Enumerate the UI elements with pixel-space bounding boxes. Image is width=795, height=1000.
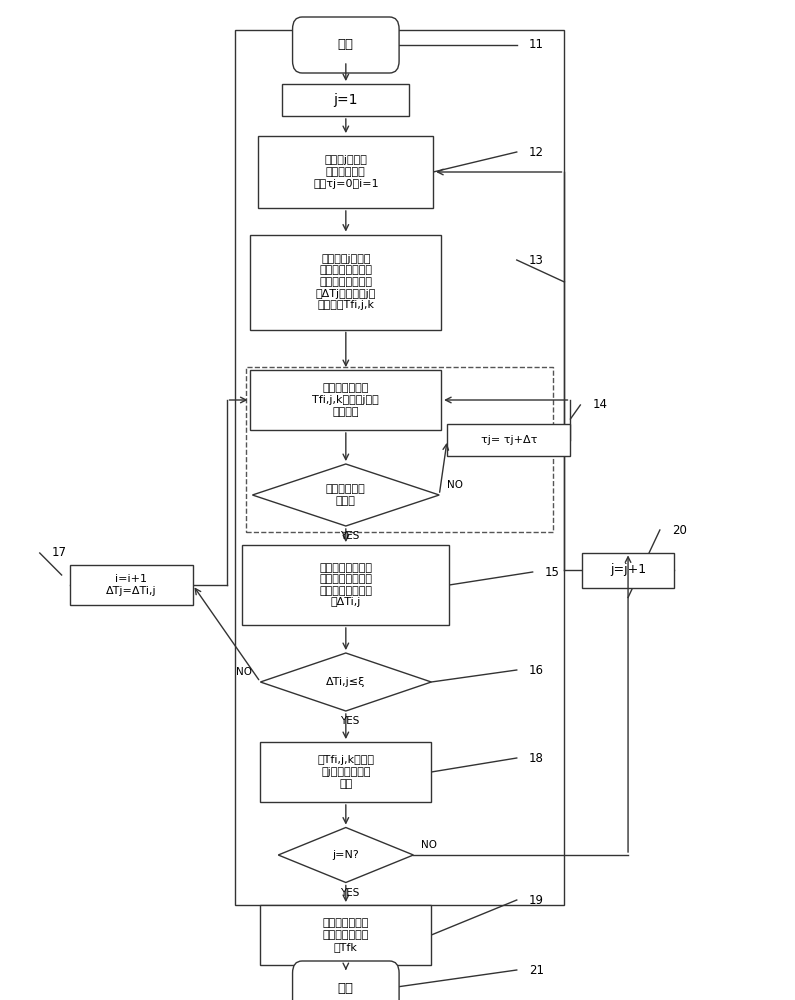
Text: 11: 11 [529,38,544,51]
FancyBboxPatch shape [293,961,399,1000]
Text: 是否完成虚拟
加热？: 是否完成虚拟 加热？ [326,484,366,506]
Bar [235,30,564,905]
Polygon shape [253,464,439,526]
Text: 16: 16 [529,664,544,676]
Bar [70,565,192,605]
Text: 结束: 结束 [338,982,354,994]
Text: 以修正后的炉温
Tfi,j,k对锤坏j进行
虚拟加热: 以修正后的炉温 Tfi,j,k对锤坏j进行 虚拟加热 [312,383,379,417]
Polygon shape [278,828,413,882]
Bar [261,905,431,965]
Text: 12: 12 [529,145,544,158]
Text: 14: 14 [592,398,607,412]
Text: i=i+1
ΔTj=ΔTi,j: i=i+1 ΔTj=ΔTi,j [106,574,157,596]
FancyBboxPatch shape [293,17,399,73]
Text: 17: 17 [52,546,67,560]
Text: 19: 19 [529,894,544,906]
Text: τj= τj+Δτ: τj= τj+Δτ [481,435,537,445]
Text: 13: 13 [529,253,544,266]
Text: 开始: 开始 [338,38,354,51]
Bar [242,545,449,625]
Text: j=N?: j=N? [332,850,359,860]
Bar [258,136,433,208]
Text: j=j+1: j=j+1 [610,564,646,576]
Bar [246,367,553,532]
Text: NO: NO [236,667,253,677]
Text: 15: 15 [545,566,560,578]
Text: j=1: j=1 [334,93,358,107]
Text: 将Tfi,j,k作为锤
坏j所对应的决策
炉温: 将Tfi,j,k作为锤 坏j所对应的决策 炉温 [317,755,374,789]
Bar [250,370,441,430]
Text: YES: YES [340,716,359,726]
Bar [261,742,431,802]
Text: 18: 18 [529,752,544,764]
Text: YES: YES [340,888,359,898]
Text: 20: 20 [672,524,687,536]
Bar [282,84,409,116]
Bar [250,234,441,330]
Text: NO: NO [421,840,437,850]
Text: YES: YES [340,531,359,541]
Text: 21: 21 [529,964,544,976]
Text: NO: NO [447,480,463,490]
Bar [582,552,673,587]
Text: 计算其虚拟加热后
锤温与其优化加热
曲线目标锤温的偏
巪ΔTi,j: 计算其虚拟加热后 锤温与其优化加热 曲线目标锤温的偏 巪ΔTi,j [320,563,372,607]
Text: ΔTi,j≤ξ: ΔTi,j≤ξ [326,677,366,687]
Bar [447,424,571,456]
Text: 计算加热炉各控
制段的炉温决策
値Tfk: 计算加热炉各控 制段的炉温决策 値Tfk [323,918,369,952]
Text: 生成第j块锤坏
的优化加热曲
线、τj=0、i=1: 生成第j块锤坏 的优化加热曲 线、τj=0、i=1 [313,155,378,189]
Polygon shape [261,653,431,711]
Text: 根据锤坏j的当前
温度与其优化加热
曲线目标温度的偏
巪ΔTj修正锤坏j对
应的炉温Tfi,j,k: 根据锤坏j的当前 温度与其优化加热 曲线目标温度的偏 巪ΔTj修正锤坏j对 应的… [316,254,376,310]
